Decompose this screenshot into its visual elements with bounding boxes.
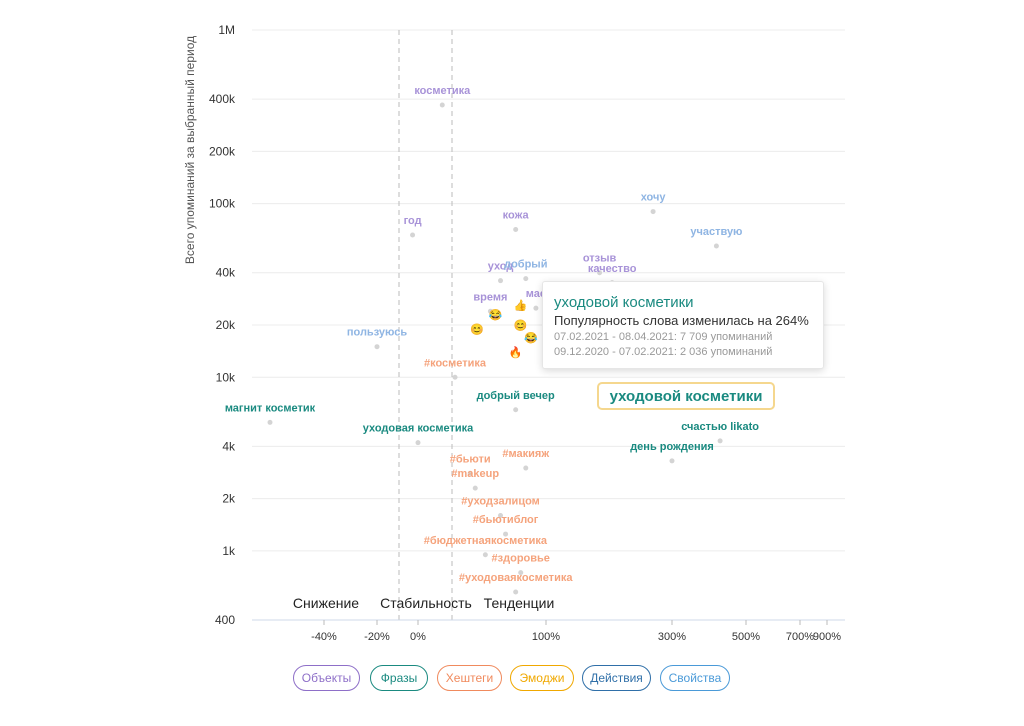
legend-emoji-button[interactable]: Эмоджи <box>510 665 574 691</box>
point-label: время <box>473 291 507 303</box>
data-point <box>267 419 273 425</box>
y-tick-label: 2k <box>222 492 236 506</box>
data-point <box>487 308 493 314</box>
data-point <box>513 589 519 595</box>
y-tick-label: 20k <box>216 318 236 332</box>
x-tick-label: 700% <box>786 631 814 643</box>
data-point <box>533 305 539 311</box>
emoji-point: 😂 <box>489 308 503 321</box>
point-label: добрый <box>504 259 547 271</box>
legend-actions-button[interactable]: Действия <box>582 665 651 691</box>
point-label: #здоровье <box>492 553 550 565</box>
data-point <box>513 407 519 413</box>
data-point <box>518 570 524 576</box>
point-label: #косметика <box>424 357 487 369</box>
data-point <box>498 278 504 284</box>
point-label: добрый вечер <box>477 390 555 402</box>
point-label: #бьюти <box>450 453 491 465</box>
y-tick-label: 200k <box>209 144 236 158</box>
emoji-point: 😊 <box>514 319 528 332</box>
emoji-point: 🔥 <box>509 346 523 359</box>
zone-label: Тенденции <box>484 595 555 611</box>
data-point <box>482 552 488 558</box>
point-label: отзыв <box>583 253 617 265</box>
point-label: #бюджетнаякосметика <box>424 535 548 547</box>
point-label: #уходзалицом <box>461 495 540 507</box>
data-point <box>498 512 504 518</box>
point-label: магнит косметик <box>225 402 316 414</box>
emoji-point: 👍 <box>514 299 528 312</box>
data-point <box>669 458 675 464</box>
point-label: косметика <box>414 85 471 97</box>
point-label: мас <box>526 288 546 300</box>
zone-label: Стабильность <box>380 595 472 611</box>
x-tick-label: 900% <box>813 631 841 643</box>
data-point <box>472 485 478 491</box>
y-tick-label: 40k <box>216 266 236 280</box>
legend-hashtags-button[interactable]: Хештеги <box>437 665 502 691</box>
y-tick-label: 400 <box>215 613 235 627</box>
data-point <box>650 209 656 215</box>
point-label: #макияж <box>502 448 549 460</box>
data-point <box>523 276 529 282</box>
tooltip-change: Популярность слова изменилась на 264% <box>554 313 809 328</box>
legend-properties-button[interactable]: Свойства <box>660 665 730 691</box>
data-point <box>523 465 529 471</box>
point-label: уход <box>488 261 514 273</box>
legend-objects-button[interactable]: Объекты <box>293 665 360 691</box>
y-tick-label: 100k <box>209 197 236 211</box>
y-tick-label: 4k <box>222 439 236 453</box>
x-tick-label: 100% <box>532 631 560 643</box>
point-label: день рождения <box>630 441 714 453</box>
data-point <box>410 232 416 238</box>
data-point <box>513 226 519 232</box>
tooltip: уходовой косметики Популярность слова из… <box>542 281 824 369</box>
y-axis-title: Всего упоминаний за выбранный период <box>183 36 197 264</box>
y-tick-label: 1k <box>222 544 236 558</box>
x-tick-label: 300% <box>658 631 686 643</box>
highlighted-point-label[interactable]: уходовой косметики <box>597 382 775 410</box>
data-point <box>439 102 445 108</box>
point-label: год <box>404 215 422 227</box>
point-label: счастью likato <box>681 421 759 433</box>
data-point <box>452 374 458 380</box>
data-point <box>717 438 723 444</box>
tooltip-period-2: 09.12.2020 - 07.02.2021: 2 036 упоминани… <box>554 346 773 358</box>
tooltip-period-1: 07.02.2021 - 08.04.2021: 7 709 упоминани… <box>554 331 773 343</box>
data-point <box>415 440 421 446</box>
point-label: участвую <box>690 226 742 238</box>
emoji-point: 😊 <box>470 323 484 336</box>
x-tick-label: -20% <box>364 631 390 643</box>
y-tick-label: 10k <box>216 370 236 384</box>
data-point <box>713 243 719 249</box>
data-point <box>503 531 509 537</box>
scatter-chart: 1M 400k 200k 100k 40k 20k 10k 4k 2k 1k 400 -40% -20%… <box>183 23 845 643</box>
point-label: уходовая косметика <box>363 423 474 435</box>
x-tick-label: 0% <box>410 631 426 643</box>
data-point <box>467 470 473 476</box>
legend-phrases-button[interactable]: Фразы <box>370 665 428 691</box>
zone-label: Снижение <box>293 595 359 611</box>
tooltip-title: уходовой косметики <box>554 294 694 311</box>
x-tick-label: -40% <box>311 631 337 643</box>
point-label: #makeup <box>451 468 499 480</box>
point-label: #бьютиблог <box>473 514 539 526</box>
data-point <box>597 270 603 276</box>
x-tick-label: 500% <box>732 631 760 643</box>
emoji-point: 😂 <box>524 331 538 344</box>
point-label: пользуюсь <box>347 327 408 339</box>
point-label: качество <box>588 263 637 275</box>
point-label: хочу <box>641 192 667 204</box>
data-point <box>374 344 380 350</box>
y-tick-label: 1M <box>218 23 235 37</box>
point-label: #уходоваякосметика <box>459 572 573 584</box>
y-tick-label: 400k <box>209 92 236 106</box>
point-label: кожа <box>503 209 530 221</box>
